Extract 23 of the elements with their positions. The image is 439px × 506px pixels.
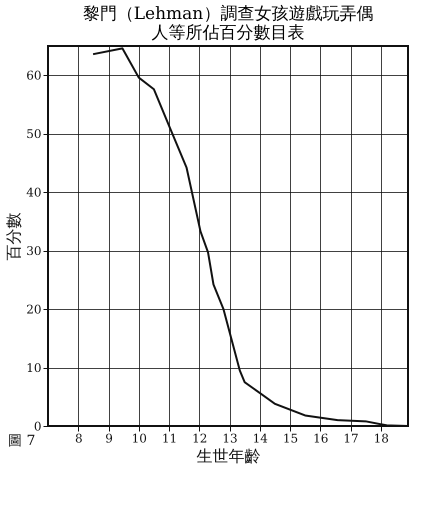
x-tick-label: 14: [252, 432, 268, 446]
y-tick-label: 20: [26, 302, 42, 317]
x-tick-label: 18: [374, 432, 389, 446]
y-tick-label: 60: [26, 68, 42, 83]
x-tick-label: 13: [222, 432, 238, 446]
x-tick-label: 16: [313, 432, 328, 446]
x-tick-label: 12: [192, 432, 208, 446]
x-tick-label: 11: [162, 432, 178, 446]
x-axis-title: 生世年齡: [196, 446, 260, 466]
x-tick-label: 15: [282, 432, 298, 446]
y-tick-label: 50: [26, 127, 42, 142]
x-tick-label: 17: [343, 432, 359, 446]
y-tick-label: 30: [26, 244, 42, 258]
y-tick-label: 10: [26, 361, 42, 376]
text: 人等所佔百分數目表: [152, 23, 304, 43]
x-tick-label: 10: [132, 432, 147, 446]
y-tick-label: 40: [26, 186, 42, 200]
x-tick-label: 8: [74, 432, 83, 446]
y-tick-label: 0: [34, 420, 42, 434]
x-tick-label: 9: [105, 432, 113, 446]
caption: 圖 7: [8, 433, 36, 449]
text: 黎門（Lehman）調查女孩遊戲玩弄偶: [82, 4, 374, 24]
y-axis-title: 百分數: [4, 212, 24, 260]
